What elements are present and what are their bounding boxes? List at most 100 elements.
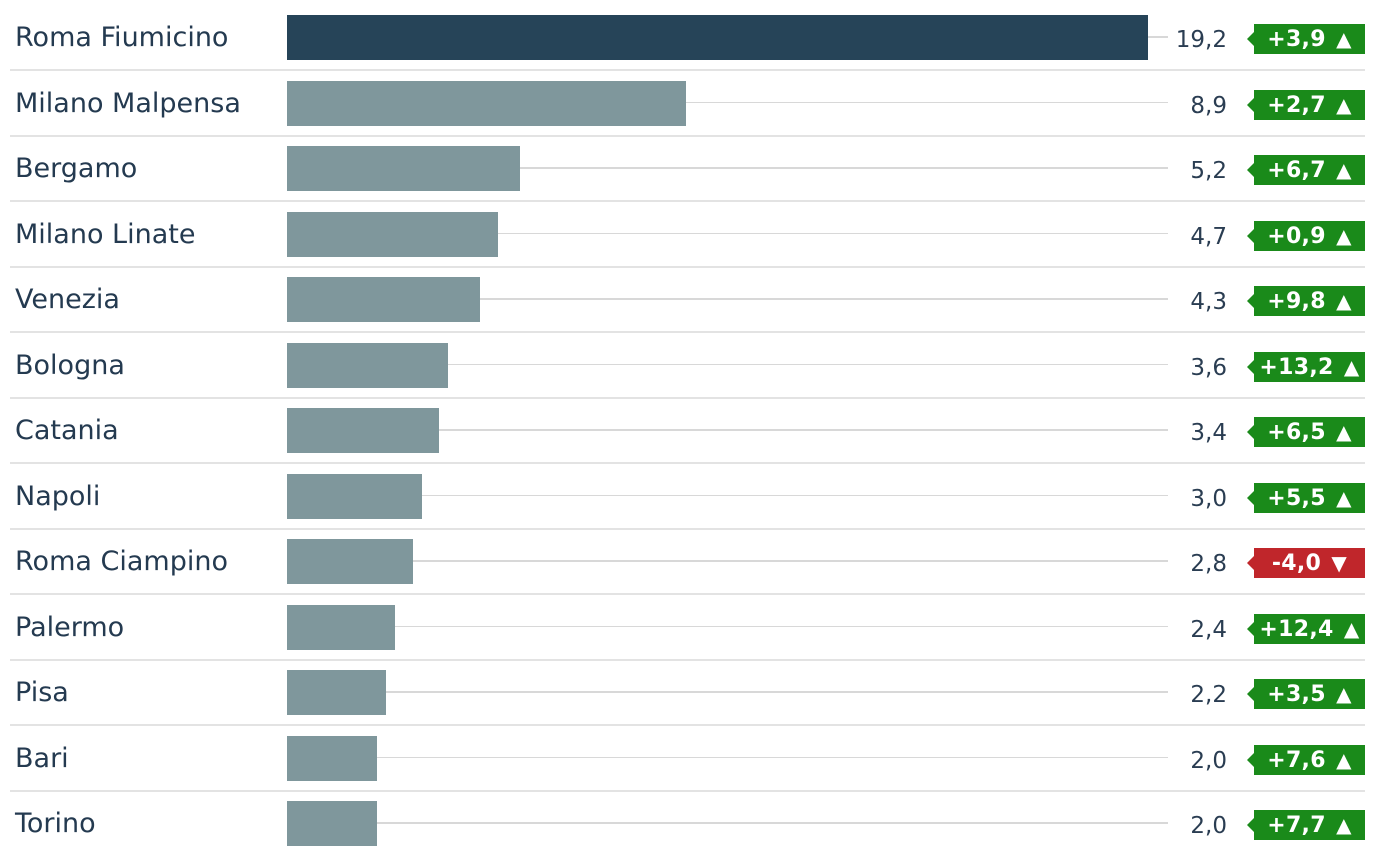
bar-row: Catania 3,4 +6,5 ▲ <box>0 408 1375 473</box>
row-divider <box>10 724 1365 726</box>
arrow-up-icon: ▲ <box>1328 289 1352 313</box>
bar-track <box>287 494 1168 496</box>
bar <box>287 735 377 781</box>
value-label: 19,2 <box>1175 27 1227 53</box>
value-label: 3,6 <box>1190 354 1227 381</box>
bar <box>287 15 1148 60</box>
change-badge: +5,5 ▲ <box>1247 482 1365 513</box>
category-label: Roma Ciampino <box>15 546 228 577</box>
change-label: +3,5 <box>1267 682 1326 707</box>
change-label: +7,7 <box>1267 813 1326 838</box>
value-label: 3,0 <box>1190 485 1227 512</box>
row-divider <box>10 658 1365 661</box>
change-badge: +12,4 ▲ <box>1247 613 1365 644</box>
category-label: Milano Malpensa <box>15 87 241 119</box>
bar <box>287 604 395 650</box>
change-label: +6,7 <box>1267 158 1326 183</box>
bar-track <box>287 232 1168 234</box>
category-label: Roma Fiumicino <box>15 22 229 53</box>
value-label: 3,4 <box>1190 420 1227 446</box>
value-label: 2,0 <box>1190 813 1227 839</box>
value-label: 5,2 <box>1190 158 1227 184</box>
change-badge: -4,0 ▼ <box>1247 548 1365 578</box>
value-label: 2,0 <box>1190 747 1227 774</box>
row-divider <box>10 462 1365 464</box>
change-label: +5,5 <box>1267 485 1326 511</box>
change-label: +9,8 <box>1267 289 1326 314</box>
row-divider <box>10 396 1365 399</box>
category-label: Palermo <box>15 611 125 643</box>
arrow-down-icon: ▼ <box>1324 551 1348 575</box>
category-label: Venezia <box>15 284 120 315</box>
row-divider <box>10 789 1365 792</box>
category-label: Milano Linate <box>15 218 196 250</box>
arrow-up-icon: ▲ <box>1328 92 1352 117</box>
bar-track <box>287 363 1168 365</box>
change-badge: +7,7 ▲ <box>1247 810 1365 840</box>
arrow-up-icon: ▲ <box>1328 747 1352 772</box>
change-label: +7,6 <box>1267 747 1326 773</box>
category-label: Bergamo <box>15 153 138 184</box>
change-label: +13,2 <box>1259 354 1334 380</box>
bar-track <box>287 298 1168 300</box>
change-badge: +0,9 ▲ <box>1247 220 1365 251</box>
row-divider <box>10 265 1365 268</box>
row-divider <box>10 134 1365 137</box>
bar-row: Bologna 3,6 +13,2 ▲ <box>0 342 1375 408</box>
category-label: Bologna <box>15 349 125 381</box>
change-badge: +6,7 ▲ <box>1247 155 1365 185</box>
change-label: +6,5 <box>1267 420 1326 445</box>
bar <box>287 146 521 191</box>
change-badge: +9,8 ▲ <box>1247 286 1365 316</box>
bar-row: Milano Malpensa 8,9 +2,7 ▲ <box>0 80 1375 146</box>
bar-track <box>287 167 1168 169</box>
change-badge: +7,6 ▲ <box>1247 744 1365 775</box>
category-label: Torino <box>15 808 96 839</box>
bar-row: Roma Ciampino 2,8 -4,0 ▼ <box>0 539 1375 604</box>
change-label: +2,7 <box>1267 92 1326 118</box>
change-badge: +2,7 ▲ <box>1247 89 1365 120</box>
bar <box>287 539 413 584</box>
category-label: Catania <box>15 415 119 446</box>
value-label: 8,9 <box>1190 92 1227 119</box>
arrow-up-icon: ▲ <box>1328 223 1352 248</box>
bar <box>287 408 440 453</box>
row-divider <box>10 69 1365 71</box>
row-divider <box>10 331 1365 333</box>
change-badge: +3,9 ▲ <box>1247 24 1365 54</box>
change-label: +3,9 <box>1267 27 1326 52</box>
bar-row: Palermo 2,4 +12,4 ▲ <box>0 604 1375 670</box>
bar-row: Milano Linate 4,7 +0,9 ▲ <box>0 211 1375 277</box>
value-label: 4,3 <box>1190 289 1227 315</box>
bar <box>287 80 687 126</box>
arrow-up-icon: ▲ <box>1336 354 1360 379</box>
change-badge: +6,5 ▲ <box>1247 417 1365 447</box>
arrow-up-icon: ▲ <box>1328 27 1352 51</box>
change-label: +0,9 <box>1267 223 1326 249</box>
change-badge: +3,5 ▲ <box>1247 679 1365 709</box>
change-label: +12,4 <box>1259 616 1334 642</box>
bar-row: Torino 2,0 +7,7 ▲ <box>0 801 1375 866</box>
bar-track <box>287 822 1168 824</box>
bar-track <box>287 756 1168 758</box>
bar-track <box>287 691 1168 693</box>
arrow-up-icon: ▲ <box>1336 616 1360 641</box>
bar <box>287 801 377 846</box>
bar <box>287 277 480 322</box>
bar-row: Roma Fiumicino 19,2 +3,9 ▲ <box>0 15 1375 80</box>
bar <box>287 211 498 257</box>
bar-row: Bari 2,0 +7,6 ▲ <box>0 735 1375 801</box>
change-badge: +13,2 ▲ <box>1247 351 1365 382</box>
category-label: Bari <box>15 742 69 774</box>
bar-row: Napoli 3,0 +5,5 ▲ <box>0 473 1375 539</box>
change-label: -4,0 <box>1271 551 1322 576</box>
row-divider <box>10 200 1365 202</box>
bar-track <box>287 429 1168 431</box>
arrow-up-icon: ▲ <box>1328 420 1352 444</box>
value-label: 2,8 <box>1190 551 1227 577</box>
bar-row: Bergamo 5,2 +6,7 ▲ <box>0 146 1375 211</box>
arrow-up-icon: ▲ <box>1328 813 1352 837</box>
bar-track <box>287 560 1168 562</box>
category-label: Pisa <box>15 677 69 708</box>
